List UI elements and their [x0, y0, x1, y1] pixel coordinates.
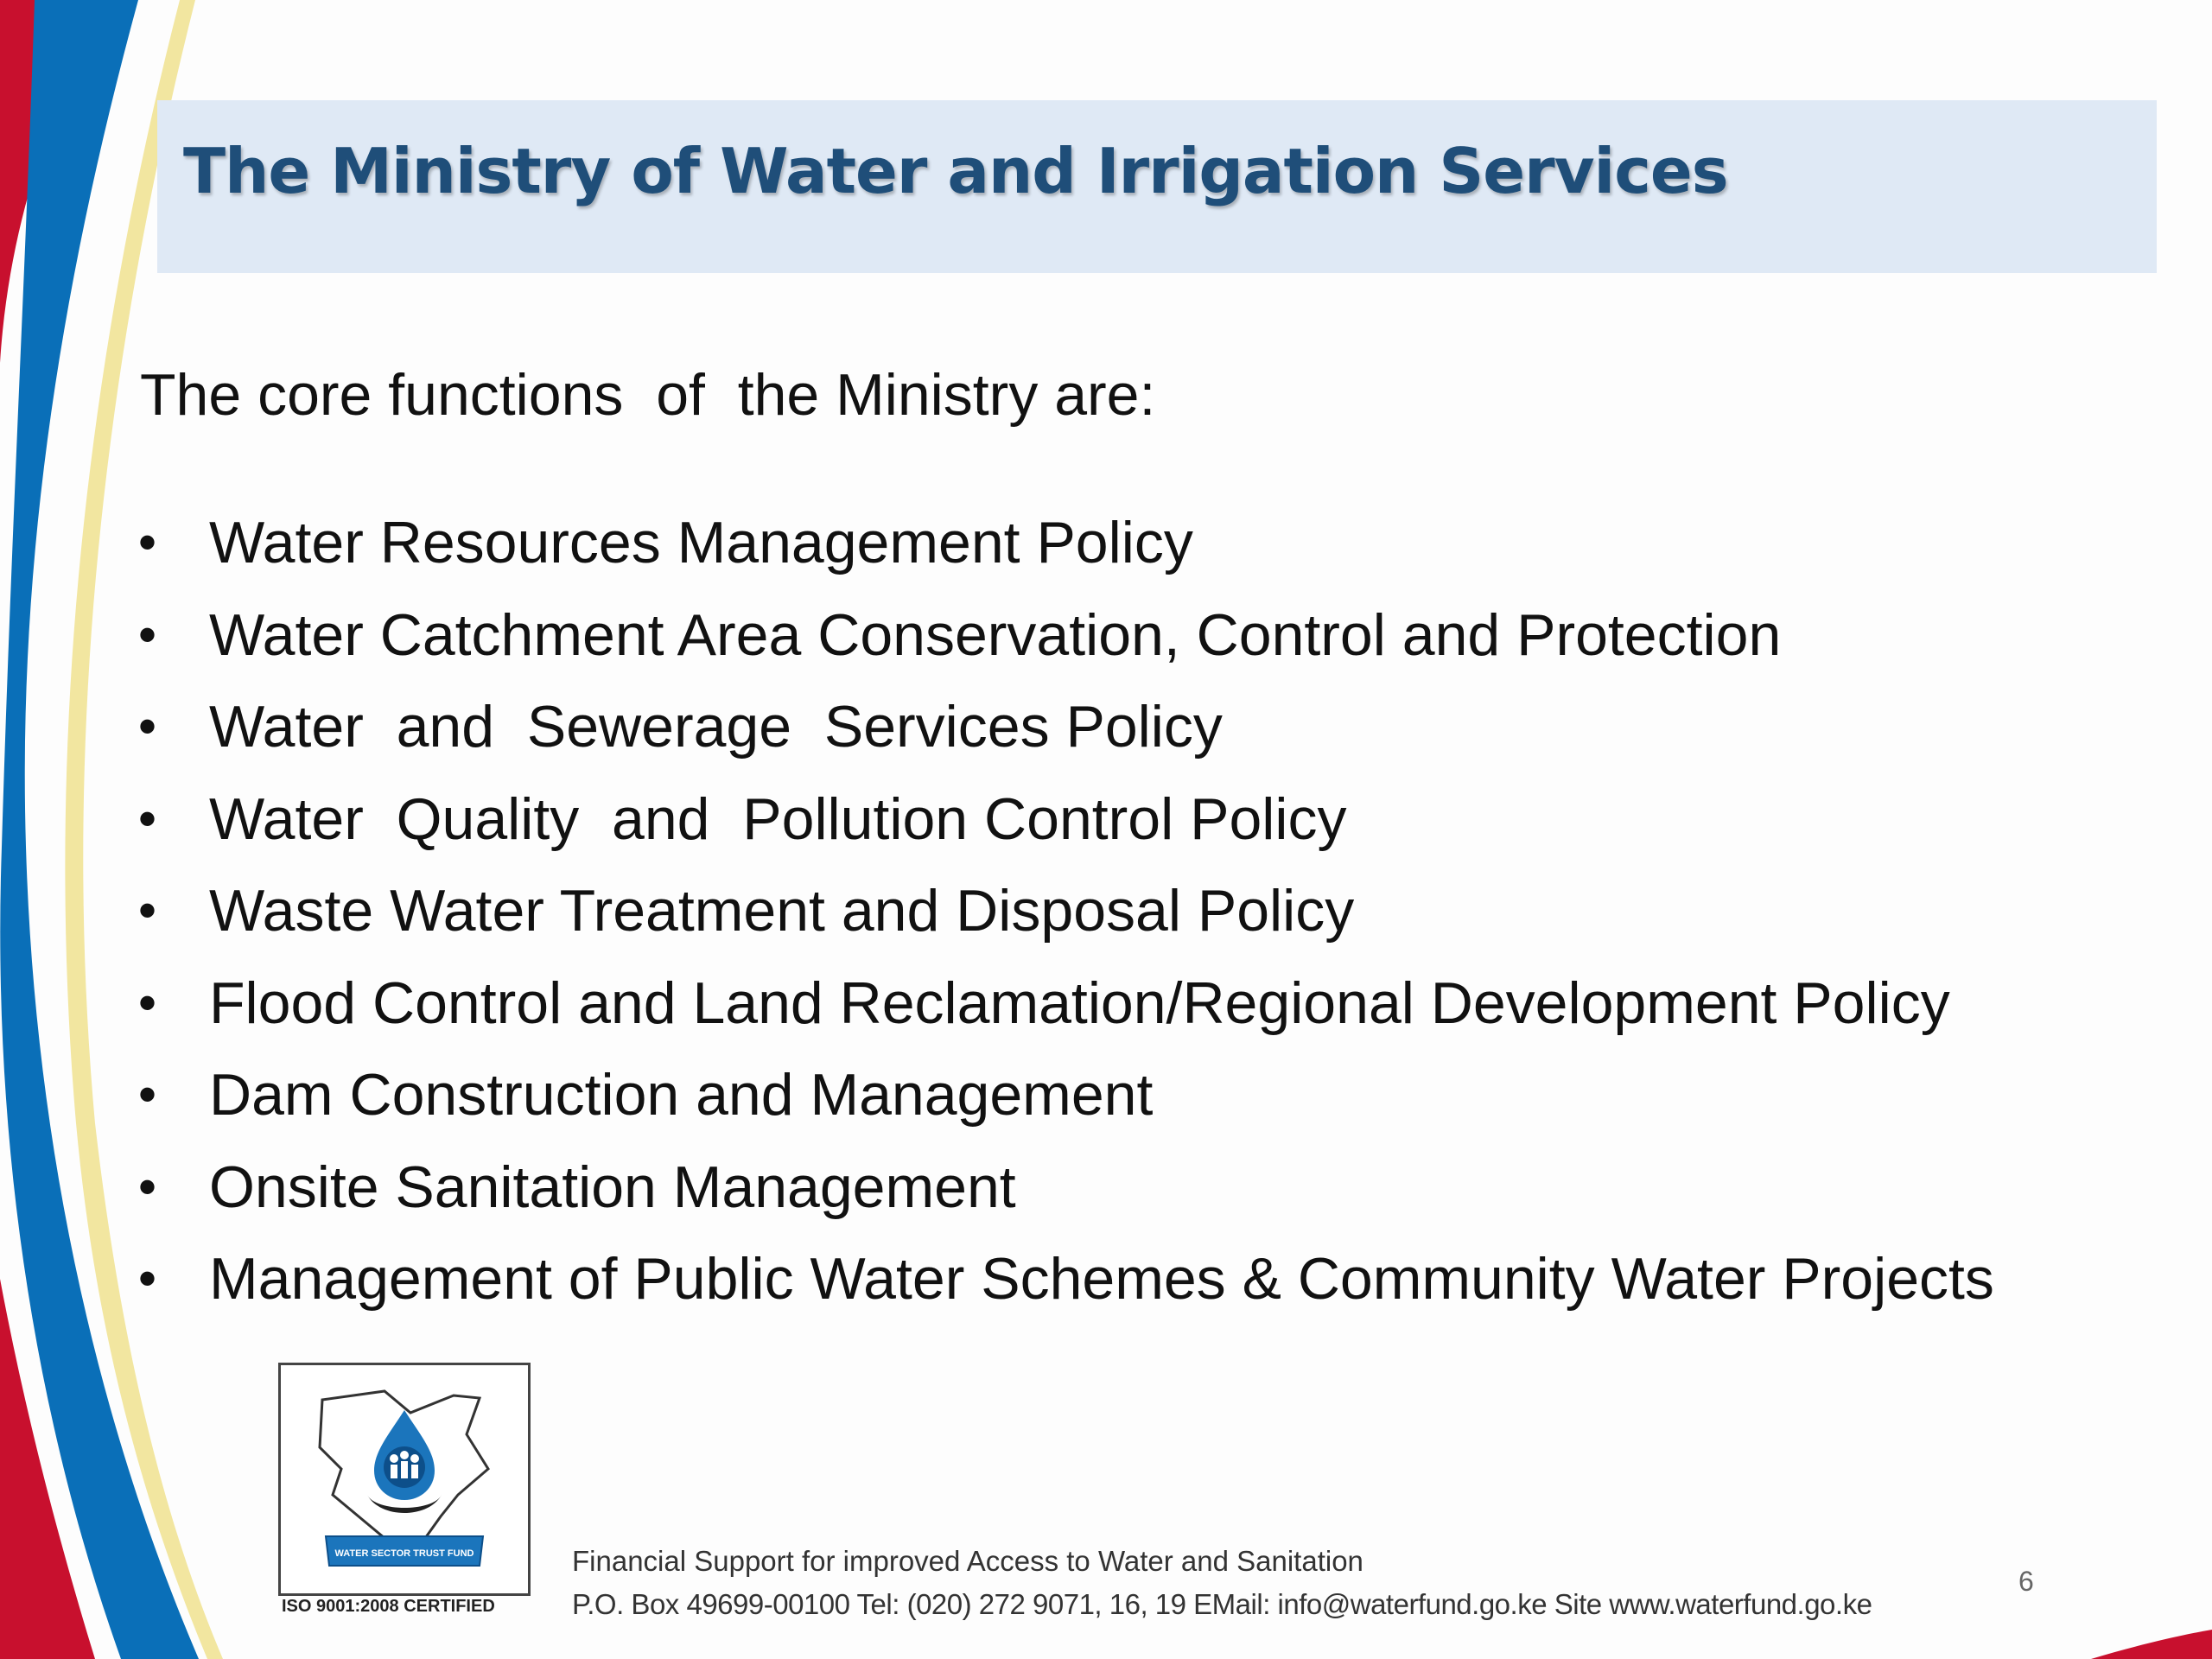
list-item-text: Water Resources Management Policy: [209, 510, 1193, 575]
bullet-icon: •: [138, 1249, 157, 1307]
slide-title: The Ministry of Water and Irrigation Ser…: [183, 135, 1729, 207]
page-number: 6: [2018, 1566, 2034, 1597]
swoosh-red-lower: [0, 1279, 95, 1659]
list-item-text: Water Catchment Area Conservation, Contr…: [209, 601, 1782, 668]
list-item: • Dam Construction and Management: [138, 1060, 1994, 1153]
bullet-icon: •: [138, 1157, 157, 1216]
list-item-text: Onsite Sanitation Management: [209, 1154, 1016, 1220]
bullet-icon: •: [138, 1065, 157, 1123]
list-item-text: Flood Control and Land Reclamation/Regio…: [209, 969, 1950, 1036]
list-item: • Water Catchment Area Conservation, Cont…: [138, 601, 1994, 693]
list-item-text: Water Quality and Pollution Control Poli…: [209, 785, 1347, 852]
bullet-icon: •: [138, 697, 157, 755]
iso-certification-text: ISO 9001:2008 CERTIFIED: [282, 1597, 495, 1616]
title-band: The Ministry of Water and Irrigation Ser…: [157, 100, 2157, 273]
list-item: • Onsite Sanitation Management: [138, 1153, 1994, 1245]
bullet-icon: •: [138, 513, 157, 571]
list-item-text: Water and Sewerage Services Policy: [209, 694, 1223, 760]
list-item: • Water Quality and Pollution Control Pol…: [138, 785, 1994, 877]
list-item-text: Management of Public Water Schemes & Com…: [209, 1246, 1994, 1312]
list-item-text: Waste Water Treatment and Disposal Polic…: [209, 878, 1355, 944]
footer-contact: P.O. Box 49699-00100 Tel: (020) 272 9071…: [572, 1588, 1872, 1620]
list-item: • Management of Public Water Schemes & Co…: [138, 1244, 1994, 1337]
core-functions-list: • Water Resources Management Policy • Wate…: [138, 508, 1994, 1337]
water-sector-trust-fund-logo: WATER SECTOR TRUST FUND: [278, 1363, 531, 1596]
list-item: • Flood Control and Land Reclamation/Regi…: [138, 969, 1994, 1061]
swoosh-red-bottom-right: [2091, 1630, 2212, 1659]
bullet-icon: •: [138, 789, 157, 848]
bullet-icon: •: [138, 881, 157, 939]
list-item: • Waste Water Treatment and Disposal Poli…: [138, 876, 1994, 969]
list-item-text: Dam Construction and Management: [209, 1062, 1154, 1128]
bullet-icon: •: [138, 973, 157, 1032]
kenya-map-logo-icon: WATER SECTOR TRUST FUND: [318, 1389, 490, 1567]
list-item: • Water Resources Management Policy: [138, 508, 1994, 601]
footer-tagline: Financial Support for improved Access to…: [572, 1545, 1363, 1577]
bullet-icon: •: [138, 605, 157, 664]
intro-text: The core functions of the Ministry are:: [140, 362, 1156, 428]
logo-banner-text: WATER SECTOR TRUST FUND: [335, 1548, 474, 1559]
list-item: • Water and Sewerage Services Policy: [138, 692, 1994, 785]
swoosh-red: [0, 0, 117, 363]
